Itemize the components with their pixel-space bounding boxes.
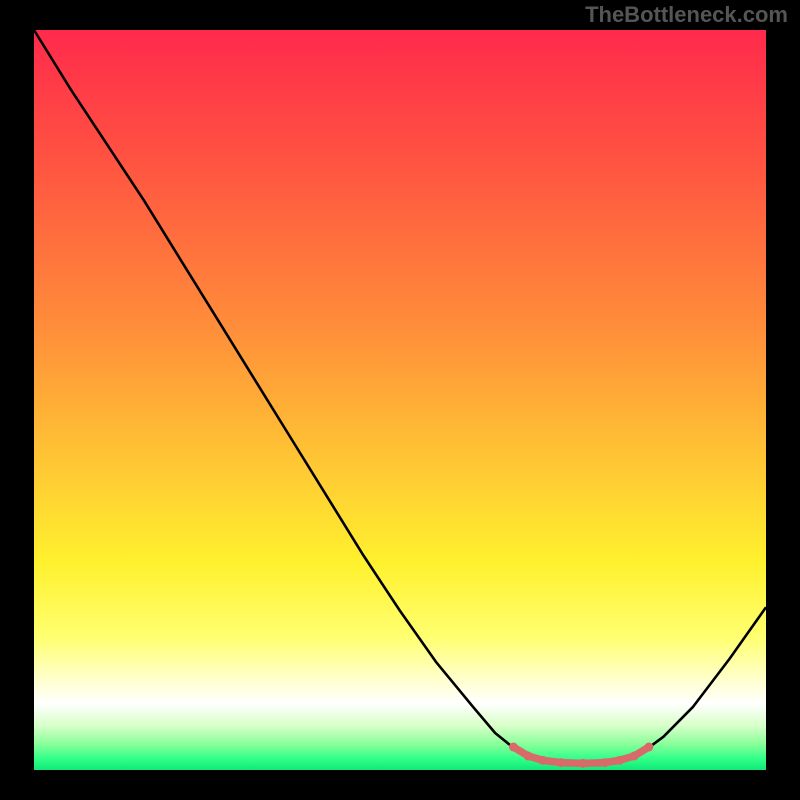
bottleneck-chart [0, 0, 800, 800]
highlight-dot [524, 751, 533, 760]
highlight-dot [600, 758, 609, 767]
highlight-dot [557, 758, 566, 767]
highlight-dot [579, 759, 588, 768]
highlight-dot [644, 743, 653, 752]
chart-frame: TheBottleneck.com [0, 0, 800, 800]
highlight-dot [509, 743, 518, 752]
highlight-dot [615, 756, 624, 765]
highlight-dot [538, 756, 547, 765]
highlight-dot [630, 751, 639, 760]
watermark-text: TheBottleneck.com [585, 2, 788, 28]
plot-area-background [34, 30, 766, 770]
